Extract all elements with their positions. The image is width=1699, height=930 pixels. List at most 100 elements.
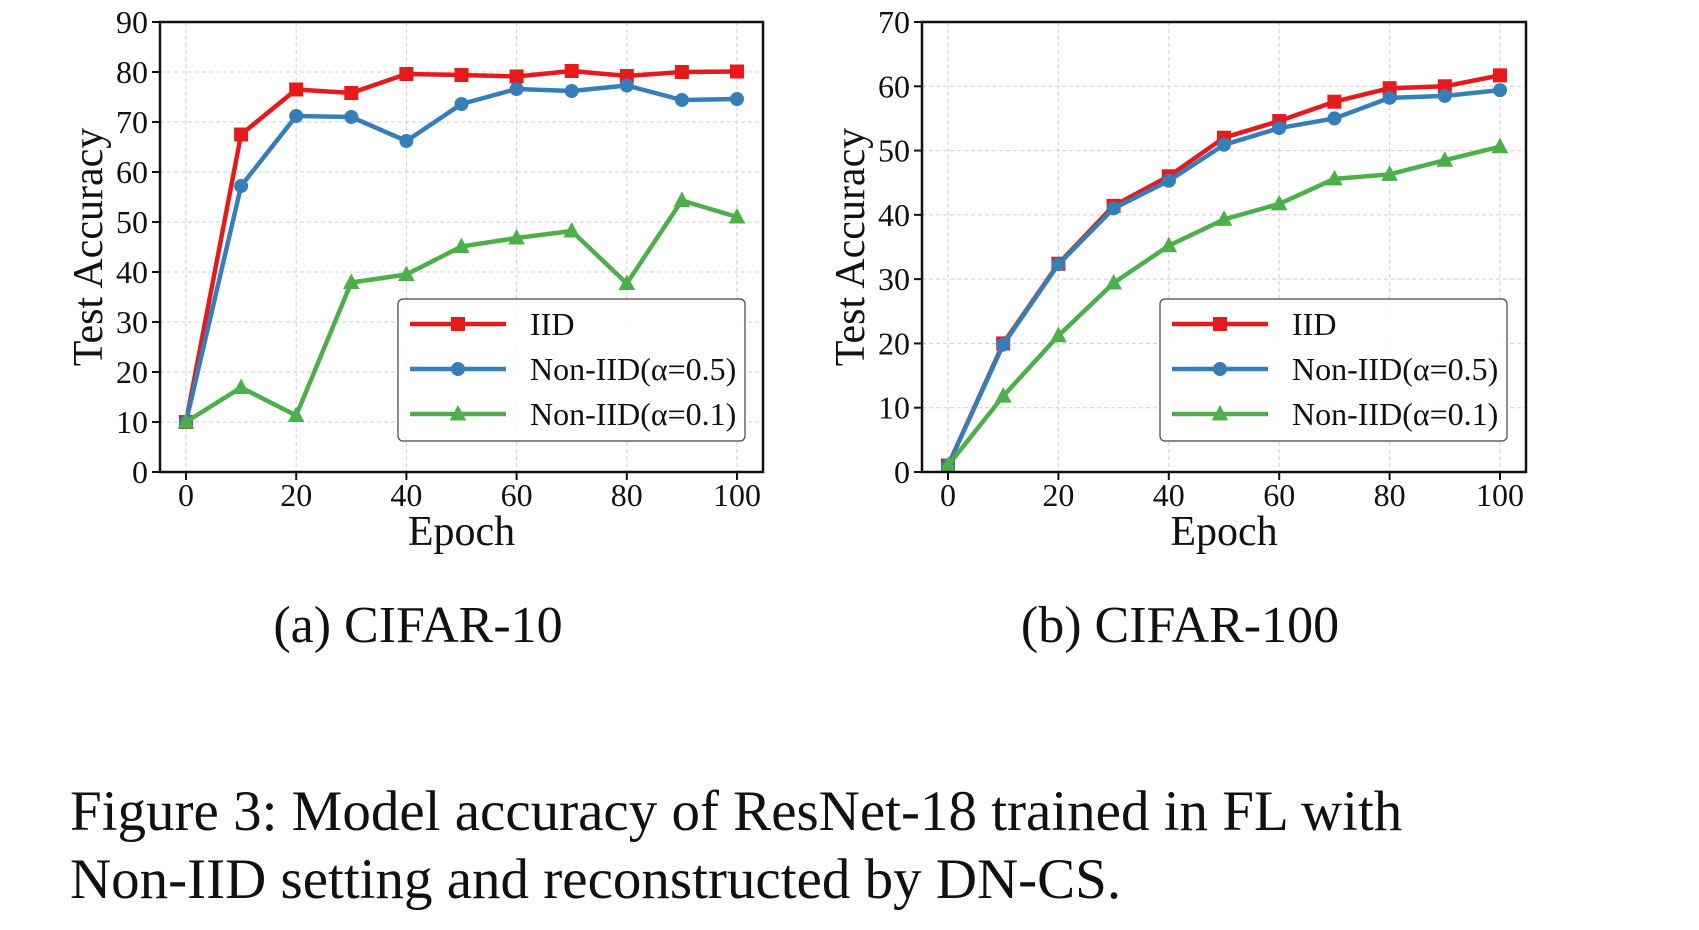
data-point xyxy=(1106,201,1121,216)
data-point xyxy=(1436,151,1454,167)
data-point xyxy=(1327,111,1342,126)
data-point xyxy=(1050,326,1067,343)
plot-frame xyxy=(158,20,765,474)
data-point xyxy=(344,86,359,100)
series-2 xyxy=(179,78,744,429)
data-point xyxy=(287,406,305,422)
caption-line-2: Non-IID setting and reconstructed by DN-… xyxy=(70,848,1122,911)
data-point xyxy=(730,92,744,106)
data-point xyxy=(674,93,689,107)
y-axis-title: Test Accuracy xyxy=(66,128,112,366)
data-point xyxy=(342,273,360,289)
data-point xyxy=(1215,210,1233,226)
data-point xyxy=(1437,88,1452,103)
x-tick-label: 40 xyxy=(1153,477,1185,513)
caption-line-1: Figure 3: Model accuracy of ResNet-18 tr… xyxy=(70,780,1403,843)
x-tick-label: 100 xyxy=(1476,477,1524,513)
legend-marker xyxy=(451,362,465,376)
data-point xyxy=(1493,68,1507,83)
subcaption: (b) CIFAR-100 xyxy=(1021,597,1339,654)
data-point xyxy=(509,82,524,96)
data-point xyxy=(673,191,691,207)
plot-frame xyxy=(920,20,1528,474)
x-tick-label: 20 xyxy=(280,477,312,513)
y-tick-label: 90 xyxy=(116,4,148,40)
data-point xyxy=(564,64,579,78)
legend: IID Non-IID(α=0.5) Non-IID(α=0.1) xyxy=(1159,298,1508,442)
data-point xyxy=(1326,169,1343,186)
data-point xyxy=(564,84,579,98)
x-tick-label: 80 xyxy=(611,477,643,513)
y-tick-label: 20 xyxy=(116,354,148,390)
data-point xyxy=(1493,83,1507,98)
y-tick-label: 40 xyxy=(116,254,148,290)
legend-marker xyxy=(1213,317,1227,331)
data-point xyxy=(509,69,524,84)
y-tick-label: 20 xyxy=(878,325,910,361)
data-point xyxy=(399,67,414,81)
data-point xyxy=(508,228,525,245)
data-point xyxy=(1160,236,1178,253)
x-tick-label: 100 xyxy=(713,477,761,513)
legend-marker xyxy=(1213,362,1227,376)
data-point xyxy=(994,387,1012,403)
series-3 xyxy=(939,137,1509,473)
data-point xyxy=(618,274,636,290)
data-point xyxy=(1270,194,1288,211)
y-tick-label: 80 xyxy=(116,54,148,90)
data-point xyxy=(453,237,470,253)
legend-marker xyxy=(449,404,467,421)
y-tick-label: 50 xyxy=(878,133,910,169)
y-tick-label: 10 xyxy=(878,390,910,426)
legend-label: Non-IID(α=0.5) xyxy=(1292,351,1498,387)
legend-box xyxy=(1159,298,1508,442)
data-point xyxy=(234,127,249,142)
data-point xyxy=(289,109,304,123)
data-point xyxy=(730,64,744,79)
data-point xyxy=(996,337,1011,352)
data-point xyxy=(1382,90,1397,105)
y-axis-title: Test Accuracy xyxy=(828,128,874,366)
data-point xyxy=(728,207,746,224)
x-tick-label: 20 xyxy=(1042,477,1074,513)
y-tick-label: 10 xyxy=(116,404,148,440)
x-axis-title: Epoch xyxy=(408,509,515,555)
legend-label: Non-IID(α=0.5) xyxy=(530,351,736,387)
series-3 xyxy=(177,191,746,429)
x-tick-label: 60 xyxy=(1263,477,1295,513)
data-point xyxy=(454,97,469,111)
data-point xyxy=(454,68,469,82)
legend-marker xyxy=(451,317,465,331)
data-point xyxy=(1161,173,1176,188)
legend-box xyxy=(397,298,746,442)
chart-panel-1: 0 10 20 30 40 50 60 70 80 90 0 20 40 60 80 100 Epoch Test… xyxy=(66,4,765,654)
series-2 xyxy=(941,83,1507,473)
legend-label: IID xyxy=(1292,306,1336,342)
chart-panel-2: 0 10 20 30 40 50 60 70 0 20 40 60 80 100 Epoch Test Acc… xyxy=(828,4,1528,654)
legend-marker xyxy=(1211,404,1229,421)
data-point xyxy=(1327,94,1342,109)
y-tick-label: 40 xyxy=(878,197,910,233)
legend-label: Non-IID(α=0.1) xyxy=(530,396,736,432)
x-tick-label: 0 xyxy=(178,477,194,513)
legend-label: Non-IID(α=0.1) xyxy=(1292,396,1498,432)
x-axis-title: Epoch xyxy=(1170,509,1277,555)
subcaption: (a) CIFAR-10 xyxy=(273,597,562,654)
data-point xyxy=(1491,137,1509,154)
legend: IID Non-IID(α=0.5) Non-IID(α=0.1) xyxy=(397,298,746,442)
legend-label: IID xyxy=(530,306,574,342)
y-tick-label: 30 xyxy=(878,261,910,297)
data-point xyxy=(1217,137,1231,152)
data-point xyxy=(399,134,414,148)
y-tick-label: 60 xyxy=(116,154,148,190)
data-point xyxy=(1272,121,1287,136)
data-point xyxy=(1105,273,1122,290)
data-point xyxy=(1051,257,1066,272)
y-tick-label: 30 xyxy=(116,304,148,340)
data-point xyxy=(619,78,634,93)
figure-caption: Figure 3: Model accuracy of ResNet-18 tr… xyxy=(70,778,1670,914)
y-tick-label: 50 xyxy=(116,204,148,240)
data-point xyxy=(344,110,359,124)
data-point xyxy=(1381,165,1398,181)
